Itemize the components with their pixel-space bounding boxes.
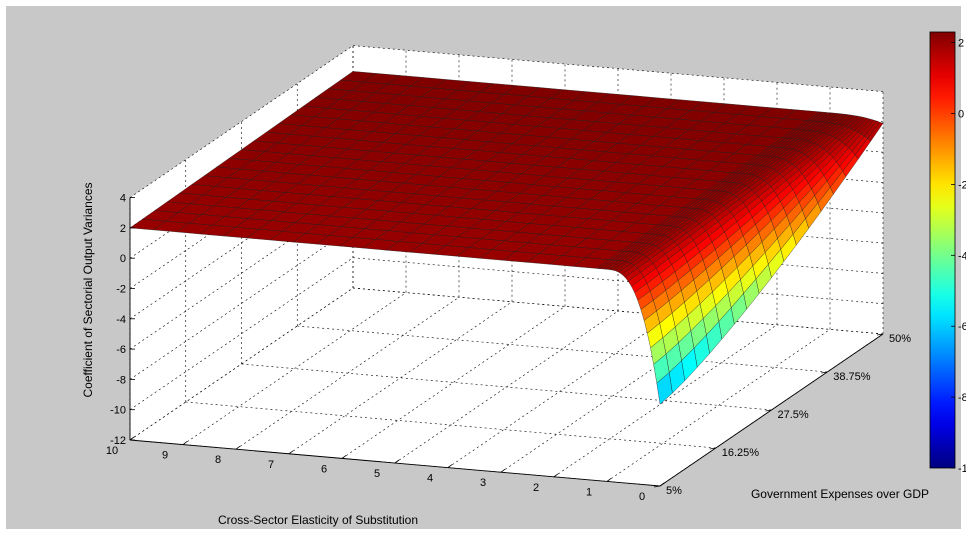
x-tick-label: 8	[215, 454, 221, 466]
x-tick-mark	[288, 450, 294, 455]
z-axis-label: Coefficient of Sectorial Output Variance…	[81, 182, 95, 397]
colorbar-gradient	[929, 31, 956, 469]
x-tick-label: 4	[427, 473, 433, 485]
x-tick-label: 10	[106, 445, 118, 457]
surface-plot	[129, 71, 884, 405]
x-tick-mark	[182, 441, 188, 445]
x-tick-mark	[394, 459, 400, 464]
x-tick-mark	[447, 464, 453, 468]
colorbar-tick-label: -8	[958, 392, 966, 404]
colorbar-tick-label: -1	[958, 463, 966, 475]
y-tick-label: 50%	[889, 333, 911, 345]
x-tick-label: 3	[480, 477, 486, 489]
x-tick-label: 0	[639, 491, 645, 503]
x-tick-mark	[129, 436, 135, 441]
z-tick-label: -6	[116, 344, 126, 356]
x-tick-label: 5	[374, 468, 380, 480]
z-tick-label: -4	[116, 314, 126, 326]
y-tick-label: 16.25%	[722, 447, 760, 459]
x-tick-label: 6	[321, 463, 327, 475]
z-tick-label: -12	[110, 435, 126, 447]
x-tick-mark	[553, 473, 559, 478]
colorbar-tick-label: 2	[958, 38, 964, 50]
x-tick-mark	[500, 468, 506, 473]
x-tick-mark	[235, 445, 241, 450]
x-tick-mark	[606, 478, 612, 482]
x-tick-label: 2	[533, 482, 539, 494]
wall-gridline	[352, 287, 884, 335]
y-axis-label: Government Expenses over GDP	[751, 487, 929, 501]
y-tick-mark	[876, 333, 884, 336]
wall-gridline	[352, 257, 884, 304]
y-tick-mark	[653, 485, 661, 488]
y-tick-label: 5%	[666, 485, 682, 497]
colorbar-tick-label: -4	[958, 250, 966, 262]
axis-ticks: -12 -10 -8 -6 -4 -2 0 2 4 0 1 2 3 4 5 6 7 8 9 10 5% 16.25% 27.…	[106, 193, 911, 503]
x-axis-label: Cross-Sector Elasticity of Substitution	[218, 513, 418, 527]
colorbar-tick-label: -2	[958, 179, 966, 191]
floor-gridline	[185, 401, 716, 449]
y-tick-label: 38.75%	[833, 371, 871, 383]
x-tick-label: 1	[586, 486, 592, 498]
surface-patch	[656, 372, 673, 405]
x-tick-label: 9	[162, 450, 168, 462]
z-tick-label: -2	[116, 284, 126, 296]
floor-gridline	[297, 325, 828, 373]
floor-gridline	[241, 363, 772, 411]
x-tick-mark	[341, 455, 347, 459]
colorbar-tick-label: -6	[958, 321, 966, 333]
z-tick-label: -10	[110, 405, 126, 417]
colorbar-tick-label: 0	[958, 109, 964, 121]
z-tick-label: 0	[120, 253, 126, 265]
y-tick-label: 27.5%	[778, 409, 809, 421]
x-tick-mark	[659, 482, 665, 487]
x-tick-label: 7	[268, 459, 274, 471]
z-tick-label: 4	[120, 193, 126, 205]
wall-gridline	[352, 45, 884, 92]
y-tick-mark	[765, 409, 772, 412]
y-tick-mark	[709, 447, 716, 450]
colorbar: 2 0 -2 -4 -6 -8 -1	[929, 31, 966, 475]
y-tick-mark	[821, 371, 828, 374]
z-tick-label: -8	[116, 374, 126, 386]
z-tick-label: 2	[120, 223, 126, 235]
